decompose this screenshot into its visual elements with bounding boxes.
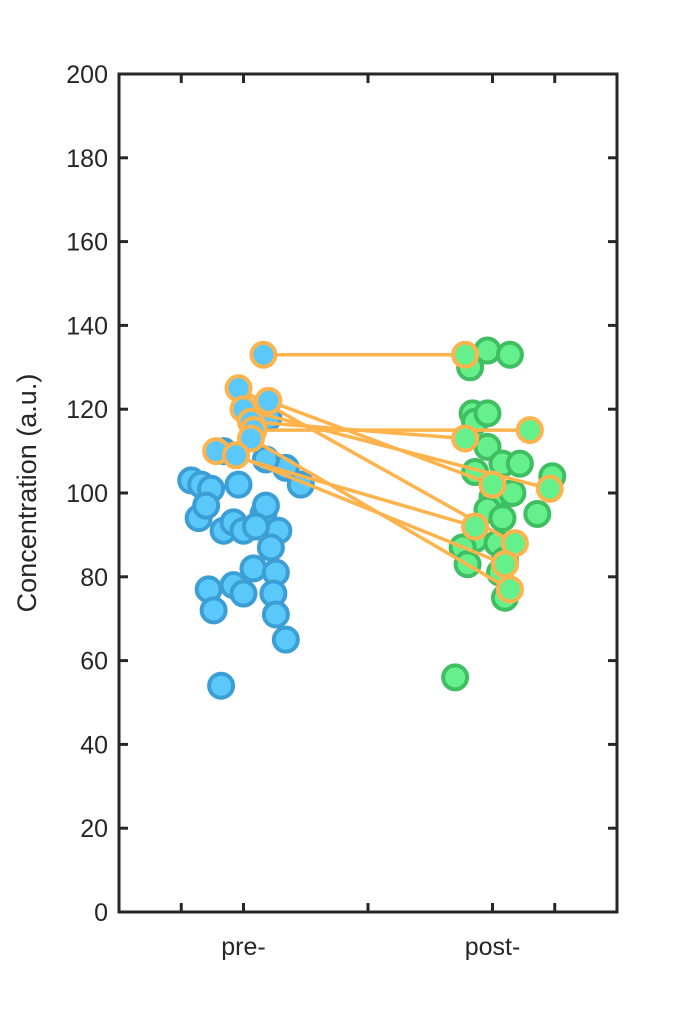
paired-post-point-7 xyxy=(461,512,490,541)
paired-post-point-4 xyxy=(451,424,480,453)
y-tick-label-2: 40 xyxy=(80,731,108,759)
pre-point-21 xyxy=(199,596,228,625)
pre-point-6 xyxy=(192,491,221,520)
paired-pre-point-0 xyxy=(249,340,278,369)
post-point-14 xyxy=(488,504,517,533)
y-tick-label-0: 0 xyxy=(94,899,108,927)
pre-point-22 xyxy=(261,600,290,629)
paired-line-8 xyxy=(235,453,506,566)
y-tick-label-4: 80 xyxy=(80,564,108,592)
pre-point-15 xyxy=(239,554,268,583)
post-point-1 xyxy=(473,336,502,365)
paired-post-point-5 xyxy=(515,416,544,445)
pre-point-19 xyxy=(229,579,258,608)
axis-ticks xyxy=(119,72,617,914)
paired-line-2 xyxy=(267,399,494,487)
y-tick-label-9: 180 xyxy=(66,145,108,173)
pre-point-23 xyxy=(271,625,300,654)
paired-pre-point-8 xyxy=(222,441,251,470)
pre-point-14 xyxy=(256,533,285,562)
x-tick-label-1: post- xyxy=(465,933,521,961)
post-point-22 xyxy=(441,663,470,692)
y-tick-label-6: 120 xyxy=(66,396,108,424)
pre-point-24 xyxy=(207,671,236,700)
paired-post-point-0 xyxy=(451,340,480,369)
y-tick-label-3: 60 xyxy=(80,648,108,676)
post-point-5 xyxy=(473,399,502,428)
y-axis-label: Concentration (a.u.) xyxy=(12,374,42,613)
post-point-11 xyxy=(505,449,534,478)
y-tick-label-8: 160 xyxy=(66,229,108,257)
post-point-23 xyxy=(523,499,552,528)
paired-post-point-6 xyxy=(495,575,524,604)
x-tick-label-0: pre- xyxy=(221,933,265,961)
y-tick-label-1: 20 xyxy=(80,815,108,843)
paired-post-point-8 xyxy=(490,550,519,579)
tick-labels: 0 20 40 60 80 100 120 140 160 180 200 pre-post- xyxy=(66,61,520,961)
paired-pre-point-2 xyxy=(254,386,283,415)
paired-post-point-2 xyxy=(478,470,507,499)
pre-point-4 xyxy=(224,470,253,499)
paired-post-point-3 xyxy=(535,474,564,503)
chart-marks xyxy=(177,336,567,700)
pre-point-13 xyxy=(241,512,270,541)
post-point-2 xyxy=(495,340,524,369)
y-tick-label-7: 140 xyxy=(66,312,108,340)
y-tick-label-10: 200 xyxy=(66,61,108,89)
y-tick-label-5: 100 xyxy=(66,480,108,508)
